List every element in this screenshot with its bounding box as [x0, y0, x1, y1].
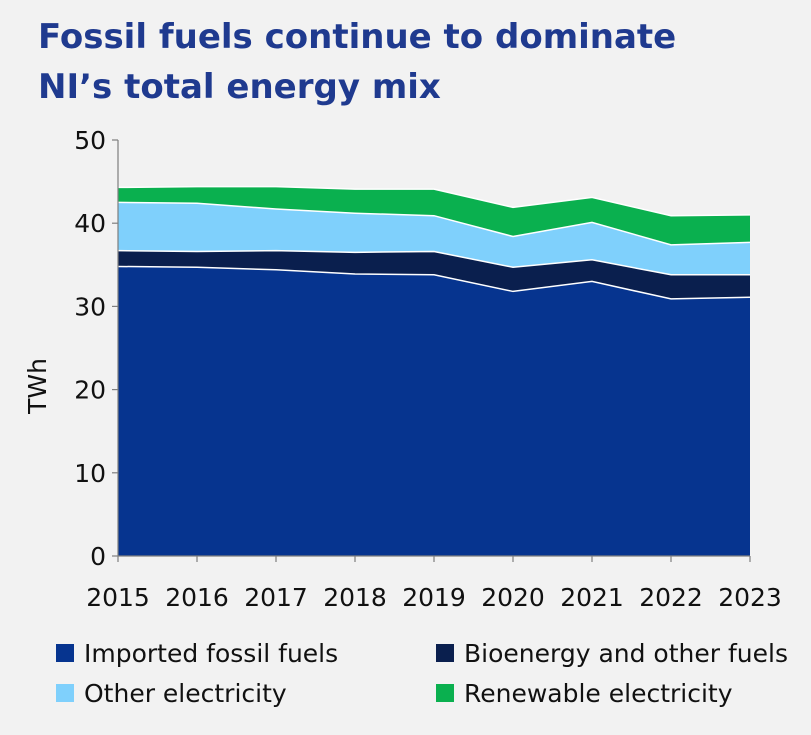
chart-legend: Imported fossil fuels Bioenergy and othe… — [56, 638, 796, 708]
legend-item-renewable-electricity: Renewable electricity — [436, 678, 796, 708]
x-tick-label: 2016 — [165, 583, 229, 612]
boundary-imported-fossil-fuels — [117, 265, 751, 300]
chart-title-line-2: NI’s total energy mix — [38, 67, 441, 107]
legend-label-renewable-electricity: Renewable electricity — [464, 678, 733, 708]
legend-item-bioenergy: Bioenergy and other fuels — [436, 638, 796, 668]
legend-swatch-renewable-electricity — [436, 684, 454, 702]
boundary-bioenergy-and-other-fuels — [117, 249, 750, 276]
y-tick-label: 40 — [74, 209, 106, 238]
legend-swatch-other-electricity — [56, 684, 74, 702]
legend-swatch-imported-fossil-fuels — [56, 644, 74, 662]
y-tick-label: 0 — [90, 542, 106, 571]
boundary-other-electricity — [117, 201, 751, 246]
legend-label-other-electricity: Other electricity — [84, 678, 287, 708]
x-tick-label: 2022 — [639, 583, 703, 612]
y-axis-label: TWh — [23, 358, 52, 415]
legend-swatch-bioenergy — [436, 644, 454, 662]
stacked-area-chart: 0 10 20 30 40 50 2015 2016 2017 2018 2019 2020 2021 2… — [23, 126, 782, 612]
chart-title: Fossil fuels continue to dominate NI’s t… — [38, 12, 778, 112]
legend-label-imported-fossil-fuels: Imported fossil fuels — [84, 638, 339, 668]
area-imported-fossil-fuels — [118, 266, 750, 556]
y-tick-label: 30 — [74, 292, 106, 321]
x-tick-label: 2019 — [402, 583, 466, 612]
legend-label-bioenergy: Bioenergy and other fuels — [464, 638, 788, 668]
boundary-renewable-electricity — [117, 185, 751, 217]
x-tick-label: 2020 — [481, 583, 545, 612]
x-tick-label: 2017 — [244, 583, 308, 612]
x-tick-label: 2021 — [560, 583, 624, 612]
y-tick-label: 20 — [74, 376, 106, 405]
x-tick-label: 2018 — [323, 583, 387, 612]
y-tick-label: 10 — [74, 459, 106, 488]
legend-item-other-electricity: Other electricity — [56, 678, 436, 708]
legend-item-imported-fossil-fuels: Imported fossil fuels — [56, 638, 436, 668]
x-tick-label: 2015 — [86, 583, 150, 612]
y-tick-label: 50 — [74, 126, 106, 155]
area-other-electricity — [118, 202, 750, 275]
chart-title-line-1: Fossil fuels continue to dominate — [38, 17, 677, 57]
x-tick-label: 2023 — [718, 583, 782, 612]
